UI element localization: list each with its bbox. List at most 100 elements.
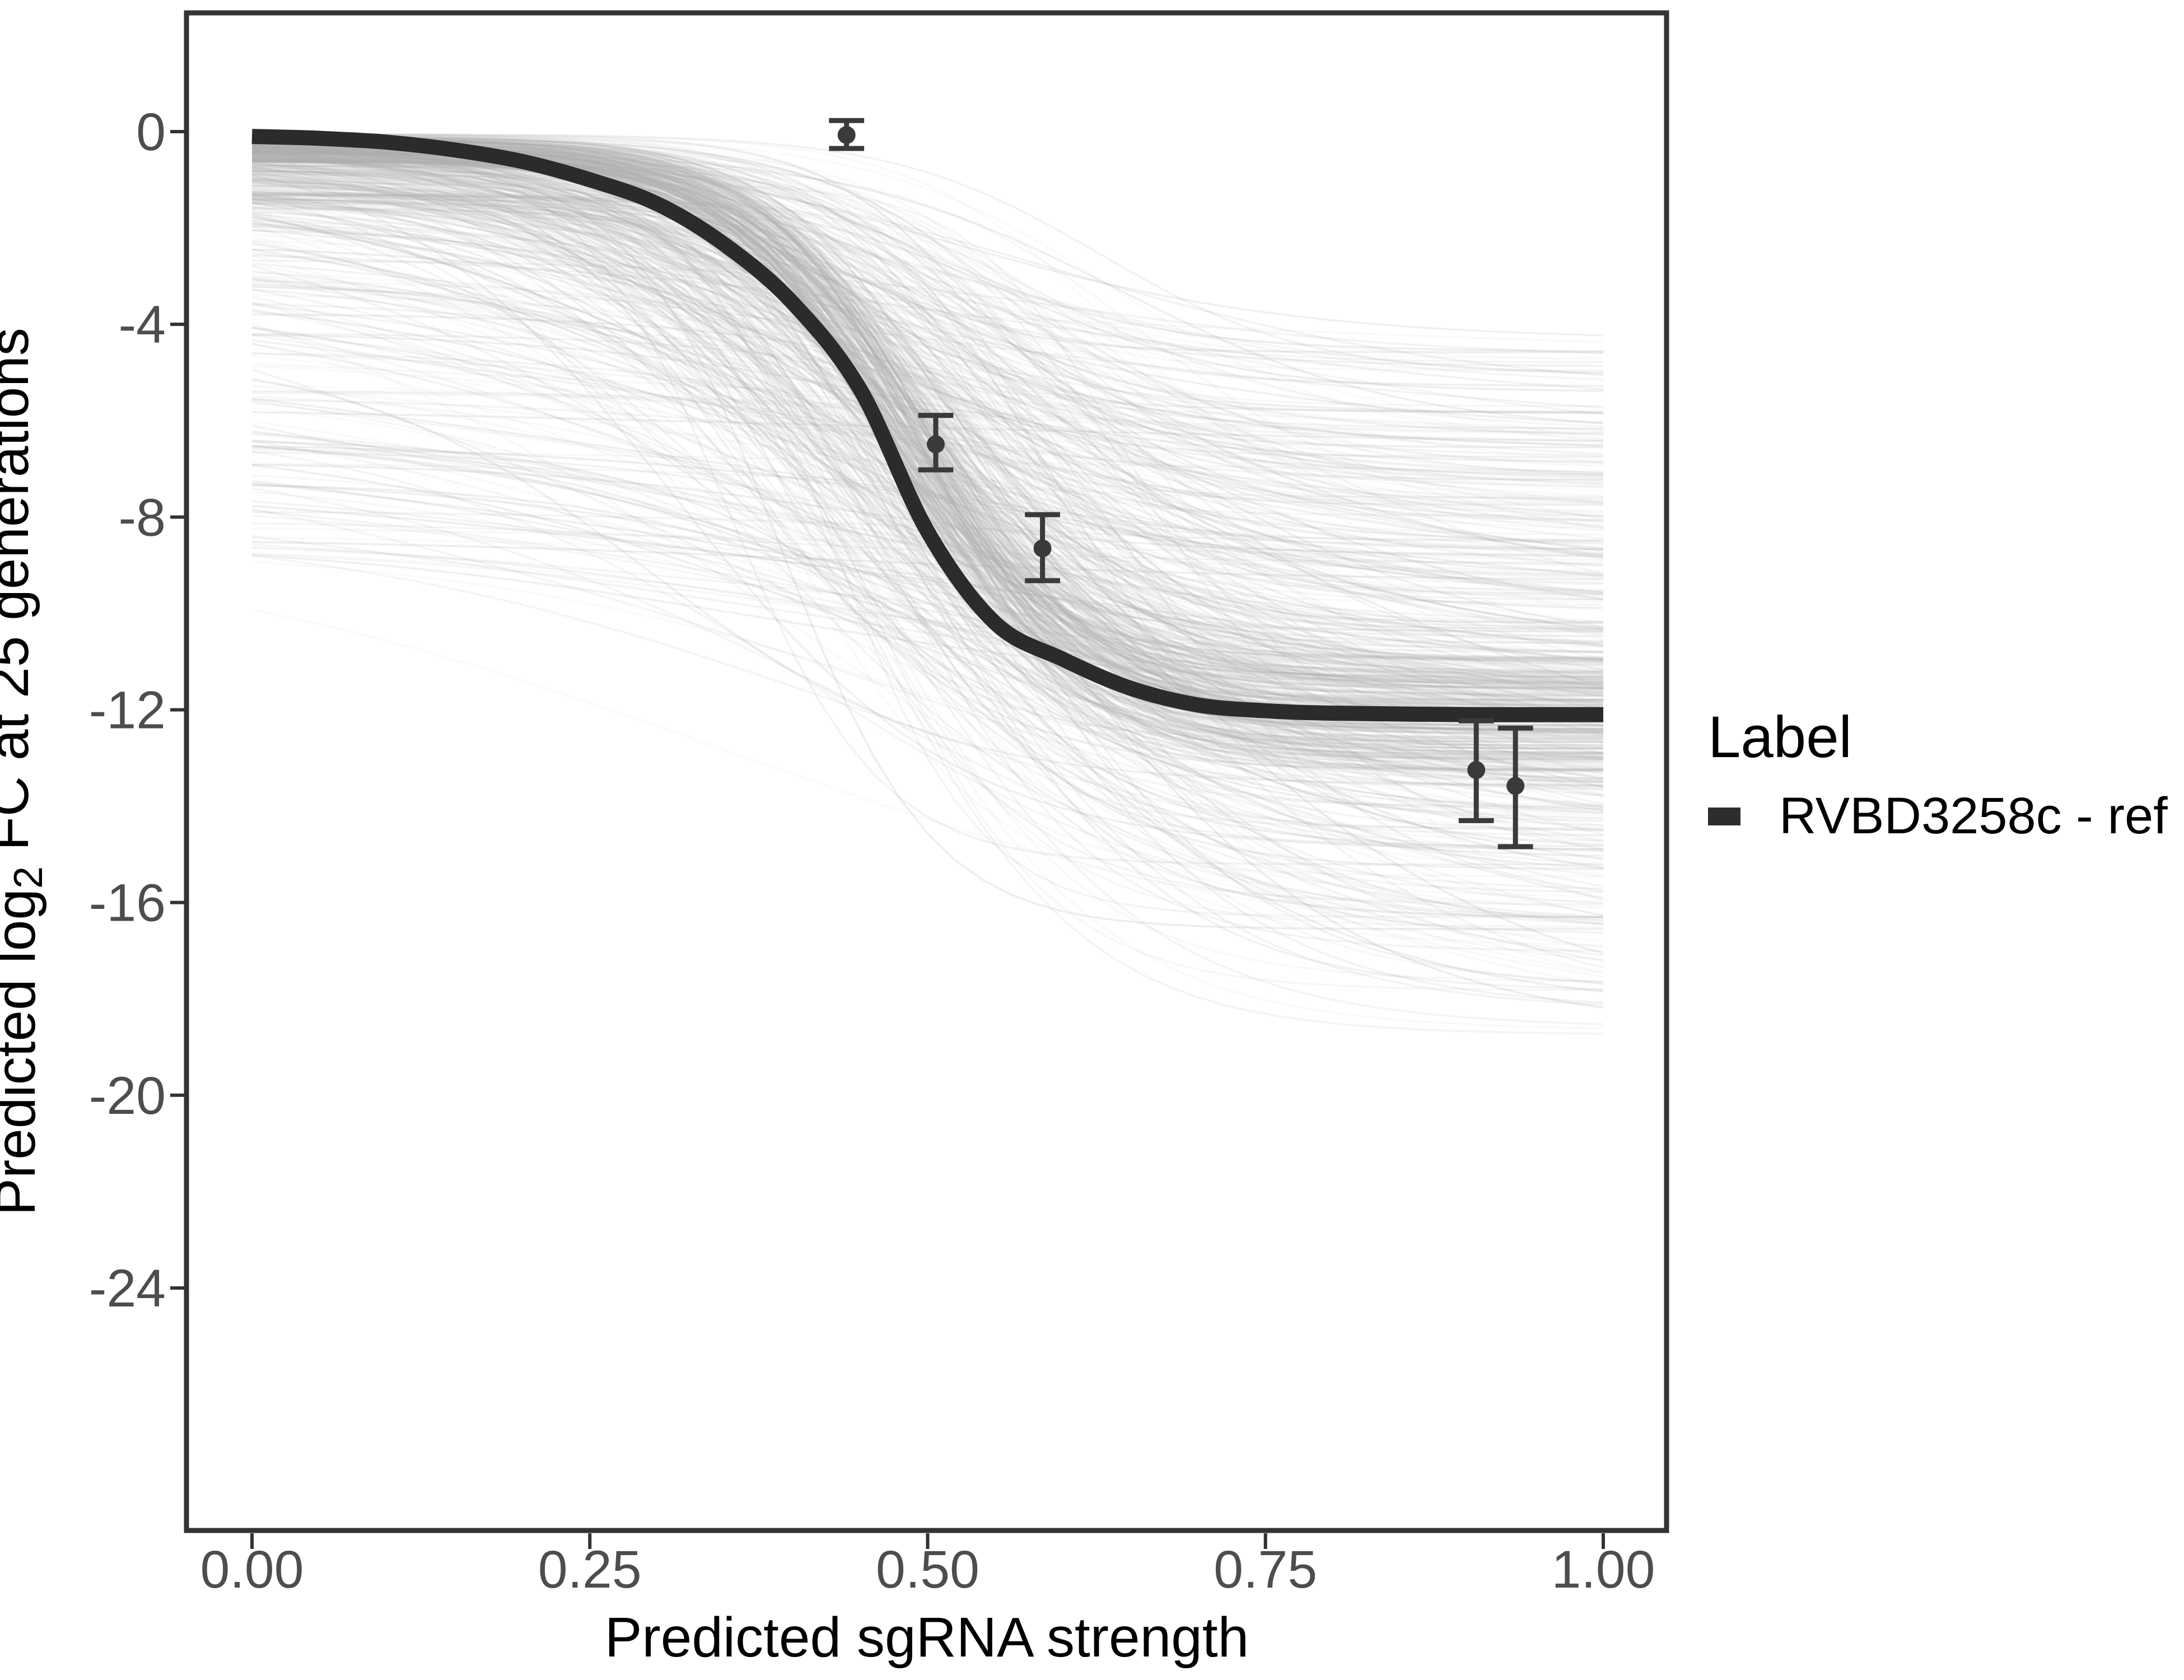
posterior-curve — [251, 398, 1604, 577]
posterior-curve — [251, 507, 1604, 900]
posterior-curve — [251, 197, 1604, 671]
posterior-curve — [251, 178, 1604, 551]
posterior-curve — [251, 160, 1604, 831]
posterior-curve — [251, 242, 1604, 836]
posterior-curve — [251, 194, 1604, 810]
posterior-curve — [251, 144, 1604, 837]
posterior-curve — [251, 240, 1604, 664]
posterior-curve — [251, 384, 1604, 492]
posterior-curve — [251, 166, 1604, 878]
posterior-curve — [251, 219, 1604, 878]
posterior-curve — [251, 142, 1604, 436]
posterior-curve — [251, 143, 1604, 814]
posterior-curve — [251, 172, 1604, 813]
posterior-curve — [251, 487, 1604, 956]
posterior-curve — [251, 252, 1604, 788]
posterior-curve — [252, 165, 1604, 637]
posterior-curve — [251, 166, 1604, 680]
main-fit-curve — [251, 129, 1604, 722]
panel-border — [184, 10, 1669, 1533]
posterior-curve — [251, 188, 1604, 553]
posterior-curve — [251, 151, 1604, 869]
posterior-curve — [251, 165, 1604, 811]
posterior-curve — [251, 137, 1604, 501]
posterior-curve — [251, 140, 1604, 703]
posterior-curve — [251, 173, 1604, 584]
posterior-curve — [251, 193, 1604, 613]
posterior-curve — [251, 152, 1604, 762]
posterior-curve — [251, 194, 1604, 630]
data-point-dot — [837, 126, 856, 144]
posterior-curve — [251, 208, 1604, 387]
posterior-curve — [251, 160, 1604, 689]
posterior-curve — [251, 169, 1604, 713]
posterior-curve — [251, 156, 1604, 903]
posterior-curve — [251, 339, 1604, 518]
posterior-curve — [251, 283, 1604, 609]
error-bar-point — [1025, 512, 1060, 584]
posterior-curve — [251, 162, 1604, 447]
posterior-curve — [251, 166, 1604, 949]
posterior-curve — [251, 194, 1604, 688]
posterior-curve — [251, 194, 1604, 900]
posterior-curve — [251, 179, 1604, 430]
legend-key-swatch — [1708, 808, 1740, 825]
posterior-curve — [251, 170, 1604, 919]
posterior-draw-curves — [251, 133, 1604, 1035]
posterior-curve — [251, 195, 1603, 499]
posterior-curve — [251, 505, 1604, 661]
x-tick-label: 0.50 — [876, 1540, 979, 1599]
y-tick-label: -12 — [89, 680, 166, 740]
error-bars — [829, 118, 1533, 850]
posterior-curve — [251, 177, 1604, 827]
posterior-curve — [251, 133, 1604, 525]
posterior-curve — [251, 138, 1604, 465]
posterior-curve — [251, 140, 1604, 764]
posterior-curve — [251, 170, 1604, 482]
posterior-curve — [251, 144, 1604, 593]
posterior-curve — [251, 179, 1604, 711]
posterior-curve — [251, 169, 1604, 413]
posterior-curve — [251, 150, 1604, 783]
posterior-curve — [251, 395, 1604, 808]
posterior-curve — [251, 162, 1604, 414]
posterior-curve — [251, 138, 1603, 659]
posterior-curve — [251, 174, 1604, 716]
posterior-curve — [251, 278, 1604, 744]
posterior-curve — [251, 608, 1604, 942]
posterior-curve — [251, 194, 1603, 682]
posterior-curve — [251, 143, 1604, 592]
posterior-curve — [251, 168, 1604, 946]
posterior-curve — [251, 304, 1604, 634]
posterior-curve — [251, 136, 1604, 679]
posterior-curve — [251, 301, 1604, 916]
posterior-curve — [251, 276, 1604, 661]
posterior-curve — [252, 183, 1604, 678]
posterior-curve — [251, 172, 1604, 682]
legend-item-label: RVBD3258c - ref — [1779, 787, 2168, 844]
posterior-curve — [251, 160, 1603, 759]
posterior-curve — [251, 169, 1604, 642]
posterior-curve — [251, 171, 1604, 579]
posterior-curve — [251, 160, 1604, 730]
posterior-curve — [251, 182, 1604, 487]
posterior-curve — [251, 144, 1604, 576]
posterior-curve — [252, 160, 1604, 504]
posterior-curve — [251, 135, 1604, 428]
posterior-curve — [251, 203, 1604, 477]
posterior-curve — [251, 141, 1604, 738]
posterior-curve — [251, 391, 1604, 435]
posterior-curve — [251, 181, 1604, 606]
posterior-curve — [251, 139, 1604, 701]
posterior-curve — [251, 185, 1604, 645]
posterior-curve — [251, 192, 1604, 468]
posterior-curve — [251, 181, 1604, 484]
posterior-curve — [251, 187, 1604, 702]
posterior-curve — [251, 153, 1604, 740]
posterior-curve — [251, 192, 1604, 925]
posterior-curve — [251, 144, 1604, 743]
posterior-curve — [251, 199, 1604, 638]
posterior-curve — [251, 136, 1604, 697]
posterior-curve — [251, 270, 1604, 710]
posterior-curve — [251, 194, 1604, 603]
